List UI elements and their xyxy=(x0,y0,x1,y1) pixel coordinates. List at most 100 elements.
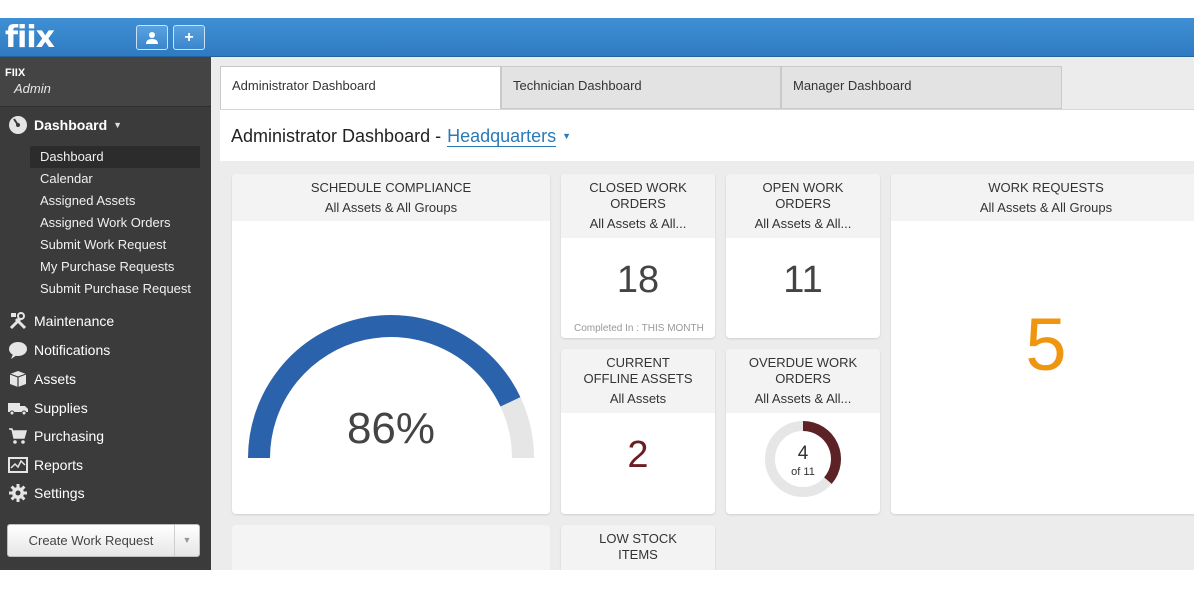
sidebar-subitem-submit-purchase-request[interactable]: Submit Purchase Request xyxy=(40,281,192,296)
offline-count: 2 xyxy=(627,434,649,476)
card-title-line-2: ITEMS xyxy=(618,547,658,562)
overdue-count: 4 xyxy=(797,443,809,464)
gauge-fill xyxy=(248,315,521,459)
card-header: OPEN WORK ORDERS All Assets & All... xyxy=(726,174,880,238)
work-requests-count: 5 xyxy=(1025,303,1067,386)
sidebar-item-purchasing[interactable]: Purchasing xyxy=(7,424,104,448)
sidebar-item-label: Maintenance xyxy=(34,313,115,329)
card-title-line-1: LOW STOCK xyxy=(599,531,677,546)
sidebar-item-maintenance[interactable]: Maintenance xyxy=(7,309,114,333)
user-icon xyxy=(146,32,158,44)
page-title: Administrator Dashboard - Headquarters ▼ xyxy=(231,126,571,147)
user-role: Admin xyxy=(14,81,51,96)
cart-icon xyxy=(7,426,29,446)
sidebar-item-supplies[interactable]: Supplies xyxy=(7,396,88,420)
open-count: 11 xyxy=(783,259,823,301)
create-work-request-button[interactable]: Create Work Request ▼ xyxy=(7,524,200,557)
card-title-line-2: ORDERS xyxy=(610,196,666,211)
card-title-line-2: OFFLINE ASSETS xyxy=(583,371,693,386)
card-subtitle: All Assets & All Groups xyxy=(324,200,458,215)
sidebar-item-label: Notifications xyxy=(34,342,111,358)
add-button[interactable]: + xyxy=(173,25,205,50)
sidebar-item-reports[interactable]: Reports xyxy=(7,453,83,477)
dashboard-title: Administrator Dashboard - xyxy=(231,126,442,146)
card-title-line-1: OPEN WORK xyxy=(762,180,844,195)
card-header: OVERDUE WORK ORDERS All Assets & All... xyxy=(726,349,880,413)
sidebar-subitem-submit-work-request[interactable]: Submit Work Request xyxy=(40,237,167,252)
card-header: CLOSED WORK ORDERS All Assets & All... xyxy=(561,174,715,238)
schedule-compliance-card[interactable]: SCHEDULE COMPLIANCE All Assets & All Gro… xyxy=(232,174,550,514)
chevron-down-icon[interactable]: ▼ xyxy=(562,131,572,141)
card-title: WORK REQUESTS xyxy=(988,180,1104,195)
card-title-line-1: CURRENT xyxy=(606,355,670,370)
tab-technician-dashboard[interactable]: Technician Dashboard xyxy=(501,66,781,109)
gear-icon xyxy=(7,483,29,503)
card-header: CURRENT OFFLINE ASSETS All Assets xyxy=(561,349,715,413)
speech-bubble-icon xyxy=(7,340,29,360)
top-bar: fiix + xyxy=(0,18,1194,57)
work-requests-card[interactable]: WORK REQUESTS All Assets & All Groups 5 xyxy=(891,174,1194,514)
sidebar-item-label: Assets xyxy=(34,371,77,387)
sidebar-item-label: Dashboard xyxy=(34,117,108,133)
truck-icon xyxy=(7,398,29,418)
empty-card-slot xyxy=(232,525,550,570)
card-title: SCHEDULE COMPLIANCE xyxy=(310,180,472,195)
sidebar-subitem-assigned-work-orders[interactable]: Assigned Work Orders xyxy=(40,215,171,230)
card-title-line-2: ORDERS xyxy=(775,371,831,386)
dashboard-header: Administrator Dashboard - Headquarters ▼ xyxy=(220,109,1194,161)
card-title-line-1: CLOSED WORK xyxy=(589,180,687,195)
card-header: LOW STOCK ITEMS xyxy=(561,525,715,570)
low-stock-items-card[interactable]: LOW STOCK ITEMS xyxy=(561,525,715,570)
box-icon xyxy=(7,369,29,389)
chevron-down-icon[interactable]: ▼ xyxy=(174,525,199,556)
card-subtitle: All Assets & All... xyxy=(589,216,687,231)
user-button[interactable] xyxy=(136,25,168,50)
chevron-down-icon: ▼ xyxy=(113,120,123,130)
open-work-orders-card[interactable]: OPEN WORK ORDERS All Assets & All... 11 xyxy=(726,174,880,338)
sidebar-item-label: Settings xyxy=(34,485,85,501)
tab-administrator-dashboard[interactable]: Administrator Dashboard xyxy=(220,66,501,110)
card-subtitle: All Assets & All... xyxy=(754,216,852,231)
overdue-work-orders-card[interactable]: OVERDUE WORK ORDERS All Assets & All... … xyxy=(726,349,880,514)
card-title-line-2: ORDERS xyxy=(775,196,831,211)
tab-manager-dashboard[interactable]: Manager Dashboard xyxy=(781,66,1062,109)
closed-work-orders-card[interactable]: CLOSED WORK ORDERS All Assets & All... 1… xyxy=(561,174,715,338)
sidebar-item-notifications[interactable]: Notifications xyxy=(7,338,110,362)
card-header: SCHEDULE COMPLIANCE All Assets & All Gro… xyxy=(232,174,550,221)
plus-icon: + xyxy=(184,29,194,46)
ring-fill xyxy=(802,421,841,484)
organization-name: FIIX xyxy=(5,67,26,79)
sidebar-item-assets[interactable]: Assets xyxy=(7,367,76,391)
card-header: WORK REQUESTS All Assets & All Groups xyxy=(891,174,1194,221)
location-selector[interactable]: Headquarters xyxy=(447,126,557,147)
compliance-value: 86% xyxy=(346,404,436,453)
account-info: FIIX Admin xyxy=(0,57,211,107)
overdue-ring xyxy=(765,421,841,497)
fiix-logo[interactable]: fiix xyxy=(5,20,55,55)
sidebar-subitem-calendar[interactable]: Calendar xyxy=(40,171,93,186)
overdue-of-total: of 11 xyxy=(791,466,815,478)
chart-icon xyxy=(7,455,29,475)
sidebar-item-label: Supplies xyxy=(34,400,88,416)
card-subtitle: All Assets & All Groups xyxy=(979,200,1113,215)
offline-assets-card[interactable]: CURRENT OFFLINE ASSETS All Assets 2 xyxy=(561,349,715,514)
sidebar-item-dashboard[interactable]: Dashboard ▼ xyxy=(7,113,122,137)
compliance-gauge xyxy=(248,315,534,459)
card-subtitle: All Assets xyxy=(609,391,667,406)
main-content: Administrator Dashboard Technician Dashb… xyxy=(211,57,1194,570)
tools-icon xyxy=(7,311,29,331)
sidebar-item-label: Reports xyxy=(34,457,84,473)
card-footer: Completed In : THIS MONTH xyxy=(574,323,704,334)
sidebar-subitem-dashboard[interactable]: Dashboard xyxy=(30,146,200,168)
dashboard-gauge-icon xyxy=(7,115,29,135)
card-subtitle: All Assets & All... xyxy=(754,391,852,406)
app-window: fiix + FIIX Admin Dashboard ▼ Dashboard … xyxy=(0,18,1194,570)
sidebar-item-settings[interactable]: Settings xyxy=(7,481,85,505)
card-title-line-1: OVERDUE WORK xyxy=(748,355,858,370)
sidebar-subitem-assigned-assets[interactable]: Assigned Assets xyxy=(40,193,136,208)
sidebar: FIIX Admin Dashboard ▼ Dashboard Calenda… xyxy=(0,57,211,570)
sidebar-subitem-my-purchase-requests[interactable]: My Purchase Requests xyxy=(40,259,175,274)
create-work-request-label: Create Work Request xyxy=(28,533,154,548)
sidebar-item-label: Purchasing xyxy=(34,428,105,444)
closed-count: 18 xyxy=(616,259,660,301)
